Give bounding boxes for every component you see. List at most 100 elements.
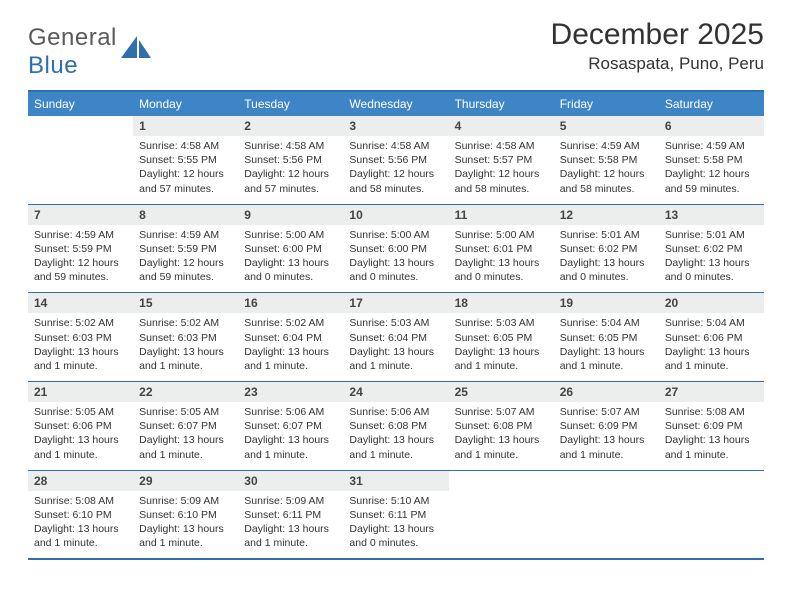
sunrise-line: Sunrise: 5:01 AM: [665, 228, 758, 242]
sunrise-line: Sunrise: 5:06 AM: [244, 405, 337, 419]
day-number-cell: 24: [343, 382, 448, 402]
day-number-cell: 25: [449, 382, 554, 402]
sunset-line: Sunset: 6:07 PM: [244, 419, 337, 433]
daylight-line: Daylight: 12 hours and 59 minutes.: [34, 256, 127, 284]
day-detail-cell: Sunrise: 5:02 AMSunset: 6:03 PMDaylight:…: [133, 313, 238, 381]
daylight-line: Daylight: 12 hours and 59 minutes.: [665, 167, 758, 195]
logo-text-blue: Blue: [28, 52, 78, 79]
day-number-cell: 9: [238, 205, 343, 225]
day-number-row: 14151617181920: [28, 293, 764, 313]
sunrise-line: Sunrise: 5:00 AM: [244, 228, 337, 242]
day-of-week-header: Tuesday: [238, 91, 343, 116]
day-detail-cell: Sunrise: 5:00 AMSunset: 6:00 PMDaylight:…: [343, 225, 448, 293]
sunrise-line: Sunrise: 5:08 AM: [665, 405, 758, 419]
daylight-line: Daylight: 13 hours and 1 minute.: [560, 433, 653, 461]
sunrise-line: Sunrise: 5:04 AM: [560, 316, 653, 330]
day-of-week-header: Sunday: [28, 91, 133, 116]
day-detail-cell: Sunrise: 4:58 AMSunset: 5:56 PMDaylight:…: [238, 136, 343, 204]
daylight-line: Daylight: 12 hours and 58 minutes.: [560, 167, 653, 195]
sunrise-line: Sunrise: 4:59 AM: [560, 139, 653, 153]
sunset-line: Sunset: 6:09 PM: [665, 419, 758, 433]
daylight-line: Daylight: 12 hours and 59 minutes.: [139, 256, 232, 284]
day-number-cell: 21: [28, 382, 133, 402]
location: Rosaspata, Puno, Peru: [551, 54, 764, 74]
daylight-line: Daylight: 13 hours and 0 minutes.: [349, 522, 442, 550]
day-detail-cell: Sunrise: 5:06 AMSunset: 6:08 PMDaylight:…: [343, 402, 448, 470]
day-number-cell: 13: [659, 205, 764, 225]
sunset-line: Sunset: 5:56 PM: [349, 153, 442, 167]
day-of-week-header: Thursday: [449, 91, 554, 116]
sunrise-line: Sunrise: 4:58 AM: [139, 139, 232, 153]
day-detail-cell: Sunrise: 5:01 AMSunset: 6:02 PMDaylight:…: [659, 225, 764, 293]
daylight-line: Daylight: 12 hours and 58 minutes.: [349, 167, 442, 195]
day-number-cell: 22: [133, 382, 238, 402]
daylight-line: Daylight: 13 hours and 0 minutes.: [455, 256, 548, 284]
day-number-cell: [28, 116, 133, 136]
sunset-line: Sunset: 6:09 PM: [560, 419, 653, 433]
day-number-cell: 7: [28, 205, 133, 225]
day-detail-cell: Sunrise: 5:03 AMSunset: 6:05 PMDaylight:…: [449, 313, 554, 381]
sunset-line: Sunset: 6:10 PM: [34, 508, 127, 522]
daylight-line: Daylight: 13 hours and 1 minute.: [139, 522, 232, 550]
day-detail-cell: Sunrise: 5:07 AMSunset: 6:08 PMDaylight:…: [449, 402, 554, 470]
day-number-cell: 20: [659, 293, 764, 313]
day-number-cell: 15: [133, 293, 238, 313]
calendar-table: SundayMondayTuesdayWednesdayThursdayFrid…: [28, 90, 764, 560]
day-number-row: 123456: [28, 116, 764, 136]
daylight-line: Daylight: 13 hours and 1 minute.: [34, 522, 127, 550]
sunset-line: Sunset: 5:58 PM: [665, 153, 758, 167]
day-number-row: 78910111213: [28, 205, 764, 225]
sunset-line: Sunset: 6:06 PM: [34, 419, 127, 433]
daylight-line: Daylight: 13 hours and 1 minute.: [349, 345, 442, 373]
day-number-cell: 3: [343, 116, 448, 136]
sunset-line: Sunset: 6:10 PM: [139, 508, 232, 522]
day-number-cell: 19: [554, 293, 659, 313]
day-number-cell: 31: [343, 471, 448, 491]
day-detail-cell: Sunrise: 5:08 AMSunset: 6:10 PMDaylight:…: [28, 491, 133, 560]
month-title: December 2025: [551, 18, 764, 52]
daylight-line: Daylight: 13 hours and 1 minute.: [244, 522, 337, 550]
daylight-line: Daylight: 13 hours and 1 minute.: [139, 433, 232, 461]
daylight-line: Daylight: 12 hours and 57 minutes.: [139, 167, 232, 195]
sunrise-line: Sunrise: 5:03 AM: [349, 316, 442, 330]
sunset-line: Sunset: 5:56 PM: [244, 153, 337, 167]
day-detail-cell: Sunrise: 4:59 AMSunset: 5:58 PMDaylight:…: [554, 136, 659, 204]
sunrise-line: Sunrise: 5:07 AM: [455, 405, 548, 419]
sunrise-line: Sunrise: 5:03 AM: [455, 316, 548, 330]
day-number-cell: 1: [133, 116, 238, 136]
day-detail-cell: Sunrise: 5:10 AMSunset: 6:11 PMDaylight:…: [343, 491, 448, 560]
sunrise-line: Sunrise: 5:01 AM: [560, 228, 653, 242]
sunrise-line: Sunrise: 4:59 AM: [139, 228, 232, 242]
daylight-line: Daylight: 13 hours and 1 minute.: [665, 345, 758, 373]
sunset-line: Sunset: 6:00 PM: [349, 242, 442, 256]
sunrise-line: Sunrise: 5:06 AM: [349, 405, 442, 419]
day-detail-row: Sunrise: 5:08 AMSunset: 6:10 PMDaylight:…: [28, 491, 764, 560]
day-number-row: 28293031: [28, 471, 764, 491]
sunset-line: Sunset: 6:00 PM: [244, 242, 337, 256]
day-number-cell: [659, 471, 764, 491]
header: General Blue December 2025 Rosaspata, Pu…: [28, 18, 764, 80]
sunset-line: Sunset: 6:02 PM: [560, 242, 653, 256]
day-number-cell: 5: [554, 116, 659, 136]
sunset-line: Sunset: 6:11 PM: [349, 508, 442, 522]
day-of-week-header: Wednesday: [343, 91, 448, 116]
day-detail-cell: Sunrise: 5:09 AMSunset: 6:10 PMDaylight:…: [133, 491, 238, 560]
sunrise-line: Sunrise: 5:09 AM: [244, 494, 337, 508]
sunset-line: Sunset: 6:08 PM: [455, 419, 548, 433]
day-detail-cell: Sunrise: 5:02 AMSunset: 6:03 PMDaylight:…: [28, 313, 133, 381]
day-detail-cell: Sunrise: 5:06 AMSunset: 6:07 PMDaylight:…: [238, 402, 343, 470]
day-number-cell: 26: [554, 382, 659, 402]
daylight-line: Daylight: 13 hours and 1 minute.: [139, 345, 232, 373]
sunrise-line: Sunrise: 5:05 AM: [34, 405, 127, 419]
sunset-line: Sunset: 5:59 PM: [139, 242, 232, 256]
sunrise-line: Sunrise: 4:58 AM: [244, 139, 337, 153]
sunrise-line: Sunrise: 4:58 AM: [349, 139, 442, 153]
sunset-line: Sunset: 6:05 PM: [560, 331, 653, 345]
day-number-cell: 28: [28, 471, 133, 491]
sunrise-line: Sunrise: 5:08 AM: [34, 494, 127, 508]
daylight-line: Daylight: 13 hours and 1 minute.: [34, 345, 127, 373]
day-number-cell: 30: [238, 471, 343, 491]
sunset-line: Sunset: 5:57 PM: [455, 153, 548, 167]
sunrise-line: Sunrise: 5:10 AM: [349, 494, 442, 508]
day-detail-cell: Sunrise: 5:04 AMSunset: 6:06 PMDaylight:…: [659, 313, 764, 381]
